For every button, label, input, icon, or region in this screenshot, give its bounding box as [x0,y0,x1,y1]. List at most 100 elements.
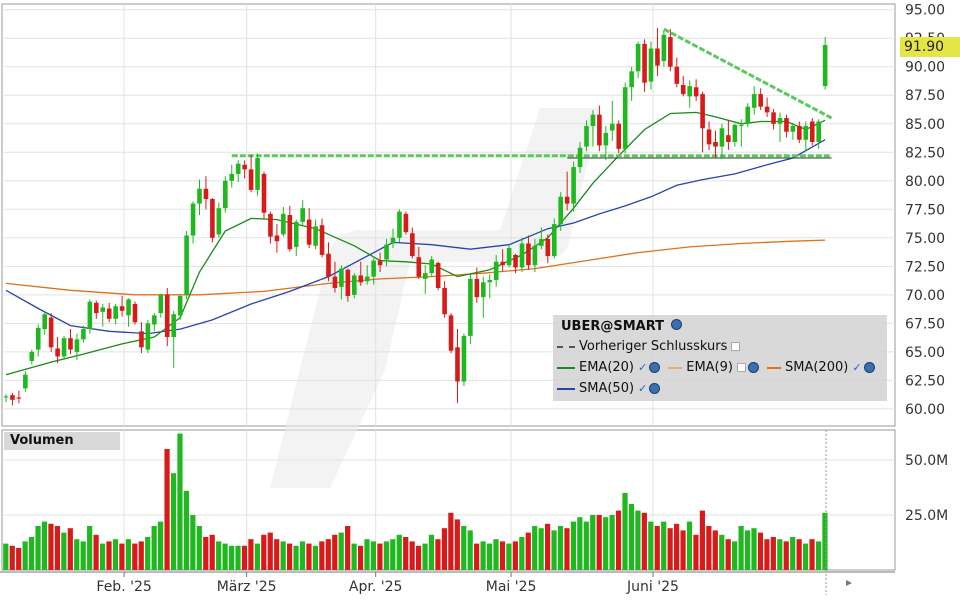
candle-body [229,173,235,181]
candle-body [397,211,402,238]
candle-body [519,243,525,268]
sma50-settings-icon[interactable] [649,383,661,394]
volume-bar [280,541,286,570]
legend-row-prev-close[interactable]: Vorheriger Schlusskurs [557,339,741,354]
candle-body [706,129,712,145]
candle-body [713,142,718,147]
candle-body [152,315,157,325]
legend-row-sma50[interactable]: SMA(50) ✓ [557,381,661,396]
volume-bar [61,532,67,570]
volume-bar [306,543,312,570]
candle-body [648,48,654,82]
candle-body [132,303,138,323]
legend-item-sma200[interactable]: SMA(200) ✓ [766,360,875,375]
candle-body [726,135,731,143]
volume-bar [87,526,93,570]
checkbox-empty-icon[interactable] [731,342,741,351]
volume-bar [158,521,164,570]
candle-body [790,126,796,132]
candle-body [158,294,164,314]
legend-item-ema9[interactable]: EMA(9) [668,360,759,375]
volume-bar [699,510,705,570]
candle-body [87,301,93,330]
volume-bar [506,543,512,570]
volume-bar [538,528,544,570]
legend-symbol: UBER@SMART [561,319,665,334]
volume-bar [422,543,428,570]
candle-body [481,282,486,298]
candle-body [719,128,725,147]
legend-prev-close: Vorheriger Schlusskurs [579,339,728,354]
volume-bar [583,521,589,570]
candle-body [687,86,692,97]
candle-body [248,169,254,190]
volume-bar [635,510,641,570]
checkmark-icon[interactable]: ✓ [852,361,862,374]
candle-body [306,219,312,245]
volume-bar [287,543,293,570]
symbol-settings-icon[interactable] [670,319,682,330]
candle-body [68,338,73,350]
volume-bar [3,543,9,570]
candle-body [35,327,41,350]
candle-body [526,243,531,266]
volume-bar [738,526,744,570]
volume-bar [93,534,99,570]
tan-line-swatch-icon [668,366,683,369]
price-tick-label: 85.00 [905,117,945,133]
volume-tick-label: 25.0M [905,508,948,524]
candle-body [693,87,699,97]
sma200-settings-icon[interactable] [863,362,875,373]
legend-symbol-row[interactable]: UBER@SMART [561,319,682,334]
candle-body [629,71,634,88]
volume-bar [545,523,551,570]
volume-bar [312,545,318,570]
candle-body [216,208,222,235]
checkmark-icon[interactable]: ✓ [638,382,648,395]
candle-body [190,203,196,236]
candle-body [416,257,422,277]
candle-body [55,348,60,357]
volume-bar [22,541,28,570]
volume-bar [119,543,125,570]
volume-bar [325,539,331,570]
volume-bar [686,521,693,570]
candle-body [777,118,783,124]
ema20-settings-icon[interactable] [649,362,661,373]
volume-bar [216,541,222,570]
volume-bar [377,543,383,570]
candle-body [745,106,751,124]
candle-body [461,335,467,382]
candle-body [442,287,447,315]
volume-bar [770,537,776,570]
candle-body [551,224,557,257]
legend-sma200-label: SMA(200) [784,360,849,375]
checkmark-icon[interactable]: ✓ [638,361,648,374]
candle-body [635,43,641,72]
volume-bar [628,504,635,570]
price-tick-label: 77.50 [905,202,945,218]
volume-bar [648,521,654,570]
candle-body [74,339,80,352]
candle-body [261,173,267,213]
volume-bar [416,545,422,570]
volume-bar [654,526,660,570]
candle-body [390,237,396,244]
volume-bar [351,543,357,570]
checkbox-empty-icon[interactable] [736,363,746,372]
volume-bar [125,539,131,570]
volume-bar [241,545,248,570]
volume-bar [319,541,325,570]
volume-bar [577,517,583,570]
dashed-line-swatch-icon [557,345,575,348]
candle-body [816,121,821,143]
candle-body [42,314,47,330]
price-tick-label: 70.00 [905,288,945,304]
volume-bar [164,449,170,570]
volume-bar [590,515,596,570]
candle-body [584,126,589,147]
ema9-settings-icon[interactable] [747,362,759,373]
legend-item-ema20[interactable]: EMA(20) ✓ [557,360,661,375]
indicator-legend: UBER@SMART Vorheriger Schlusskurs EMA(20… [553,315,887,401]
candle-body [364,276,370,282]
